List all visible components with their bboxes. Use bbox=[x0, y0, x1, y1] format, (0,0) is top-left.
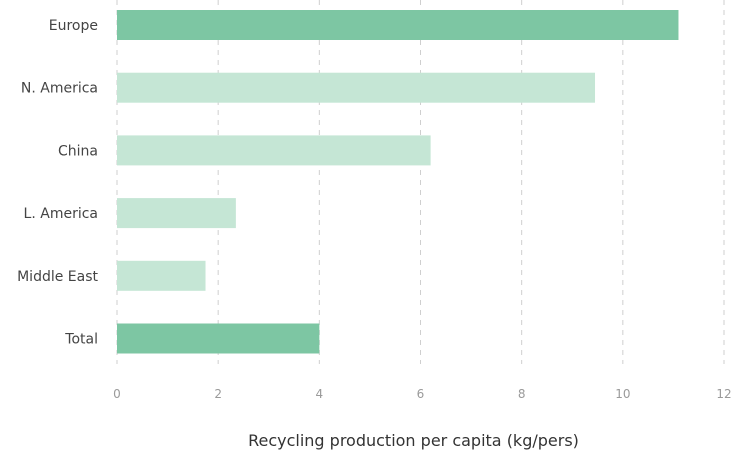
bars-layer bbox=[117, 10, 679, 354]
category-label: Europe bbox=[49, 18, 98, 34]
x-tick-label: 4 bbox=[316, 387, 324, 401]
bar bbox=[117, 72, 596, 103]
x-tick-label: 2 bbox=[214, 387, 222, 401]
bar bbox=[117, 135, 431, 166]
x-tick-label: 10 bbox=[615, 387, 630, 401]
x-tick-label: 12 bbox=[716, 387, 731, 401]
x-tick-labels: 0 2 4 6 8 10 12 bbox=[113, 387, 731, 401]
x-tick-label: 6 bbox=[417, 387, 425, 401]
x-axis-title: Recycling production per capita (kg/pers… bbox=[248, 431, 579, 450]
bar bbox=[117, 10, 679, 40]
bar bbox=[117, 323, 320, 354]
bar bbox=[117, 198, 236, 229]
grid-layer bbox=[116, 0, 725, 364]
category-label: Middle East bbox=[17, 269, 98, 285]
category-label: L. America bbox=[24, 206, 98, 222]
x-tick-label: 8 bbox=[518, 387, 526, 401]
category-labels: Europe N. America China L. America Middle Ea… bbox=[17, 18, 98, 348]
category-label: N. America bbox=[21, 81, 98, 97]
bar bbox=[117, 260, 206, 291]
category-label: Total bbox=[64, 332, 98, 348]
category-label: China bbox=[58, 143, 98, 159]
x-tick-label: 0 bbox=[113, 387, 121, 401]
